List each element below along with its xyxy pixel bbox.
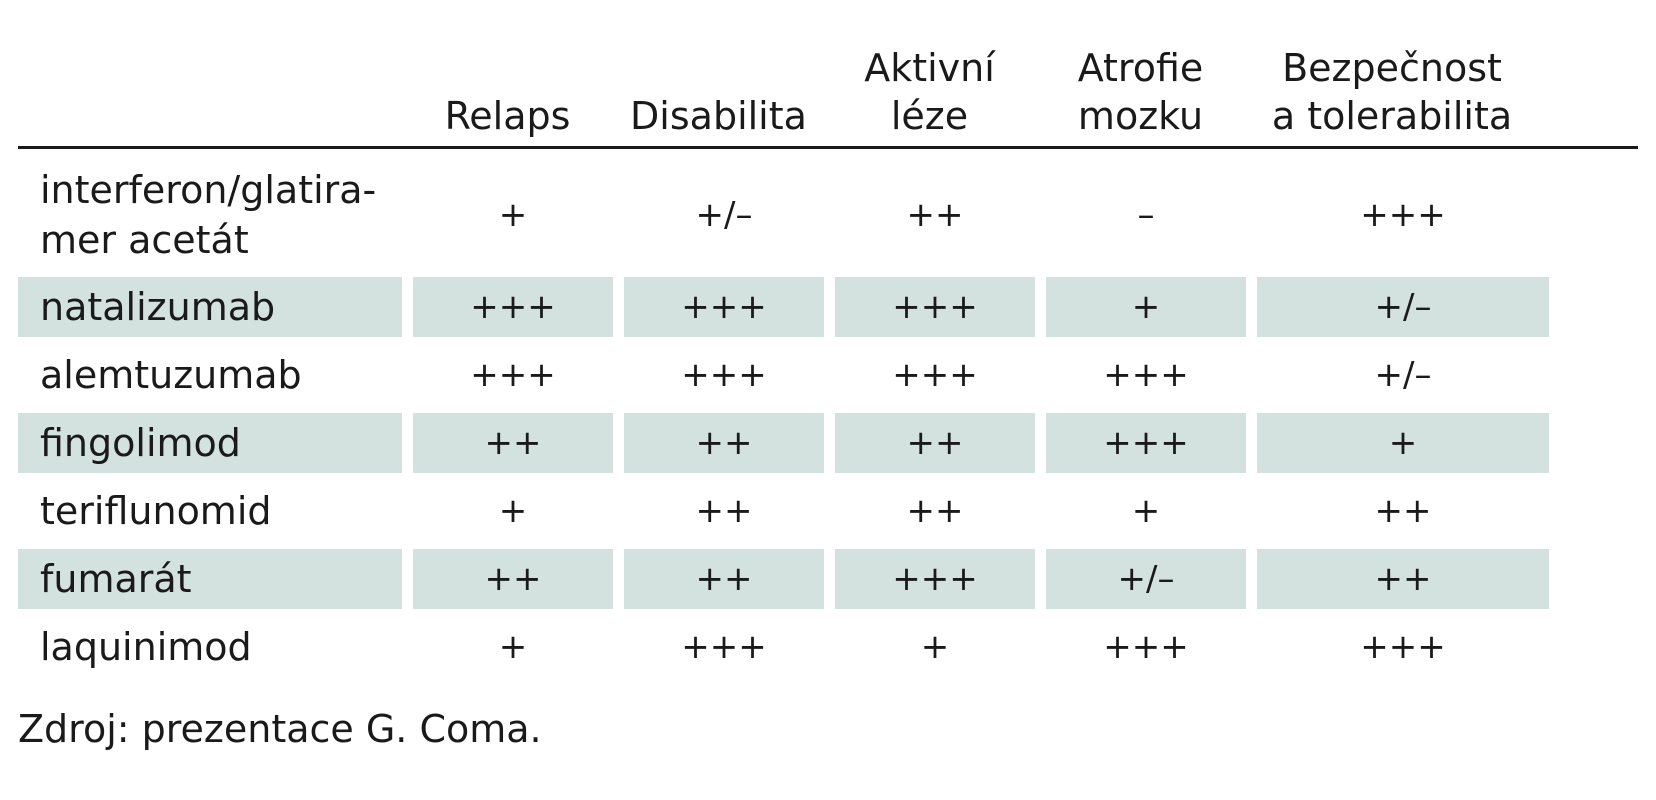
cell-relaps: ++ [413, 413, 613, 473]
cell-aktivni-leze: +++ [835, 277, 1035, 337]
table-row: alemtuzumab +++ +++ +++ +++ +/– [18, 345, 1638, 405]
cell-bezpecnost: +++ [1360, 627, 1446, 667]
cell-atrofie-mozku: +++ [1103, 627, 1189, 667]
table-row: fingolimod ++ ++ ++ +++ + [18, 413, 1638, 473]
cell-bezpecnost: + [1257, 413, 1549, 473]
comparison-table: Relaps Disabilita Aktivní léze Atrofie m… [18, 46, 1638, 751]
row-label: fingolimod [18, 413, 402, 473]
cell-atrofie-mozku: + [1046, 277, 1246, 337]
row-label: interferon/glatira- mer acetát [40, 168, 377, 262]
row-label: fumarát [18, 549, 402, 609]
row-label: alemtuzumab [40, 353, 302, 397]
cell-bezpecnost: +/– [1374, 355, 1432, 395]
cell-aktivni-leze: ++ [906, 491, 964, 531]
cell-relaps: + [498, 627, 528, 667]
source-note: Zdroj: prezentace G. Coma. [18, 707, 542, 751]
table-body: interferon/glatira- mer acetát + +/– ++ … [18, 161, 1638, 677]
cell-relaps: +++ [413, 277, 613, 337]
cell-aktivni-leze: +++ [835, 549, 1035, 609]
cell-atrofie-mozku: +++ [1046, 413, 1246, 473]
header-relaps: Relaps [444, 94, 571, 138]
cell-bezpecnost: +++ [1360, 195, 1446, 235]
cell-atrofie-mozku: + [1131, 491, 1161, 531]
cell-relaps: + [498, 491, 528, 531]
cell-disabilita: ++ [695, 491, 753, 531]
header-atrofie-mozku: Atrofie mozku [1077, 46, 1204, 138]
table-row: fumarát ++ ++ +++ +/– ++ [18, 549, 1638, 609]
row-label: teriflunomid [40, 489, 272, 533]
cell-disabilita: +++ [681, 627, 767, 667]
table-row: laquinimod + +++ + +++ +++ [18, 617, 1638, 677]
cell-disabilita: ++ [624, 413, 824, 473]
header-bezpecnost: Bezpečnost a tolerabilita [1271, 46, 1513, 138]
header-aktivni-leze: Aktivní léze [864, 46, 995, 138]
cell-bezpecnost: ++ [1257, 549, 1549, 609]
header-disabilita: Disabilita [630, 94, 807, 138]
cell-disabilita: ++ [624, 549, 824, 609]
row-label: laquinimod [40, 625, 252, 669]
row-label: natalizumab [18, 277, 402, 337]
table-row: interferon/glatira- mer acetát + +/– ++ … [18, 161, 1638, 269]
cell-atrofie-mozku: +++ [1103, 355, 1189, 395]
table-row: teriflunomid + ++ ++ + ++ [18, 481, 1638, 541]
cell-disabilita: +++ [624, 277, 824, 337]
cell-aktivni-leze: +++ [892, 355, 978, 395]
cell-aktivni-leze: ++ [835, 413, 1035, 473]
cell-aktivni-leze: ++ [906, 195, 964, 235]
cell-bezpecnost: +/– [1257, 277, 1549, 337]
cell-relaps: + [498, 195, 528, 235]
cell-relaps: +++ [470, 355, 556, 395]
cell-disabilita: +/– [695, 195, 753, 235]
cell-atrofie-mozku: – [1137, 195, 1155, 235]
cell-bezpecnost: ++ [1374, 491, 1432, 531]
cell-relaps: ++ [413, 549, 613, 609]
table-header: Relaps Disabilita Aktivní léze Atrofie m… [18, 46, 1638, 149]
cell-aktivni-leze: + [920, 627, 950, 667]
table-row: natalizumab +++ +++ +++ + +/– [18, 277, 1638, 337]
cell-disabilita: +++ [681, 355, 767, 395]
cell-atrofie-mozku: +/– [1046, 549, 1246, 609]
